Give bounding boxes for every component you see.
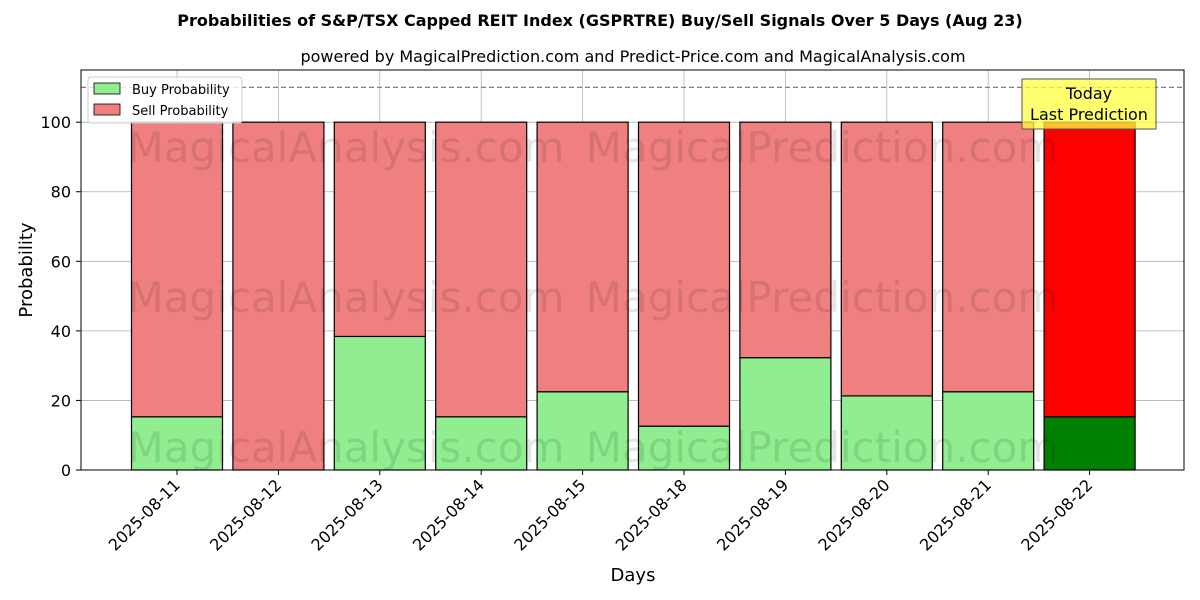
legend-buy-swatch — [93, 82, 121, 95]
legend: Buy Probability Sell Probability — [87, 76, 243, 124]
x-tick-label: 2025-08-18 — [612, 475, 691, 554]
y-tick-label: 80 — [51, 183, 71, 202]
sell-bar — [435, 121, 528, 418]
x-tick-label: 2025-08-13 — [307, 475, 386, 554]
buy-bar — [435, 416, 528, 471]
x-tick-label: 2025-08-20 — [814, 475, 893, 554]
buy-bar — [333, 335, 426, 471]
buy-bar — [942, 391, 1035, 471]
x-tick-label: 2025-08-11 — [105, 475, 184, 554]
annotation-line1: Today — [1065, 84, 1112, 103]
x-tick-label: 2025-08-15 — [510, 475, 589, 554]
watermark-text: MagicalPrediction.com — [586, 423, 1059, 472]
y-tick-label: 20 — [51, 391, 71, 410]
sell-bar — [942, 121, 1035, 393]
watermark-text: MagicalAnalysis.com — [128, 123, 565, 172]
y-tick-label: 100 — [40, 113, 71, 132]
sell-bar — [840, 121, 933, 397]
legend-buy-label: Buy Probability — [132, 83, 230, 98]
today-annotation: Today Last Prediction — [1021, 78, 1157, 130]
x-axis-label: Days — [611, 565, 656, 586]
x-tick-label: 2025-08-14 — [409, 475, 488, 554]
y-tick-label: 0 — [61, 461, 71, 480]
sell-bar — [637, 121, 731, 427]
plot-frame — [80, 69, 1185, 471]
x-tick-label: 2025-08-12 — [206, 475, 285, 554]
annotation-line2: Last Prediction — [1030, 105, 1148, 124]
bar-layer — [130, 121, 1136, 471]
y-axis-label: Probability — [16, 222, 37, 317]
x-tick-label: 2025-08-22 — [1017, 475, 1096, 554]
watermark-text: MagicalAnalysis.com — [128, 423, 565, 472]
watermark-text: MagicalPrediction.com — [586, 273, 1059, 322]
chart-subtitle: powered by MagicalPrediction.com and Pre… — [300, 47, 965, 66]
x-tick-label: 2025-08-21 — [916, 475, 995, 554]
legend-sell-label: Sell Probability — [132, 104, 229, 119]
y-tick-label: 60 — [51, 252, 71, 271]
sell-bar — [739, 121, 832, 359]
watermark-text: MagicalAnalysis.com — [128, 273, 565, 322]
buy-bar — [739, 357, 832, 471]
buy-bar — [637, 425, 731, 471]
x-tick-label: 2025-08-19 — [713, 475, 792, 554]
legend-sell-swatch — [93, 103, 121, 116]
sell-bar — [333, 121, 426, 338]
annotation-box — [1021, 78, 1157, 130]
watermark-layer: MagicalAnalysis.com MagicalPrediction.com… — [128, 123, 1059, 472]
y-tick-label: 40 — [51, 322, 71, 341]
sell-bar — [130, 121, 224, 418]
legend-box — [87, 76, 243, 124]
sell-bar — [536, 121, 629, 393]
chart-title: Probabilities of S&P/TSX Capped REIT Ind… — [177, 11, 1023, 30]
buy-bar — [840, 395, 933, 471]
sell-bar — [1043, 121, 1136, 418]
watermark-text: MagicalPrediction.com — [586, 123, 1059, 172]
